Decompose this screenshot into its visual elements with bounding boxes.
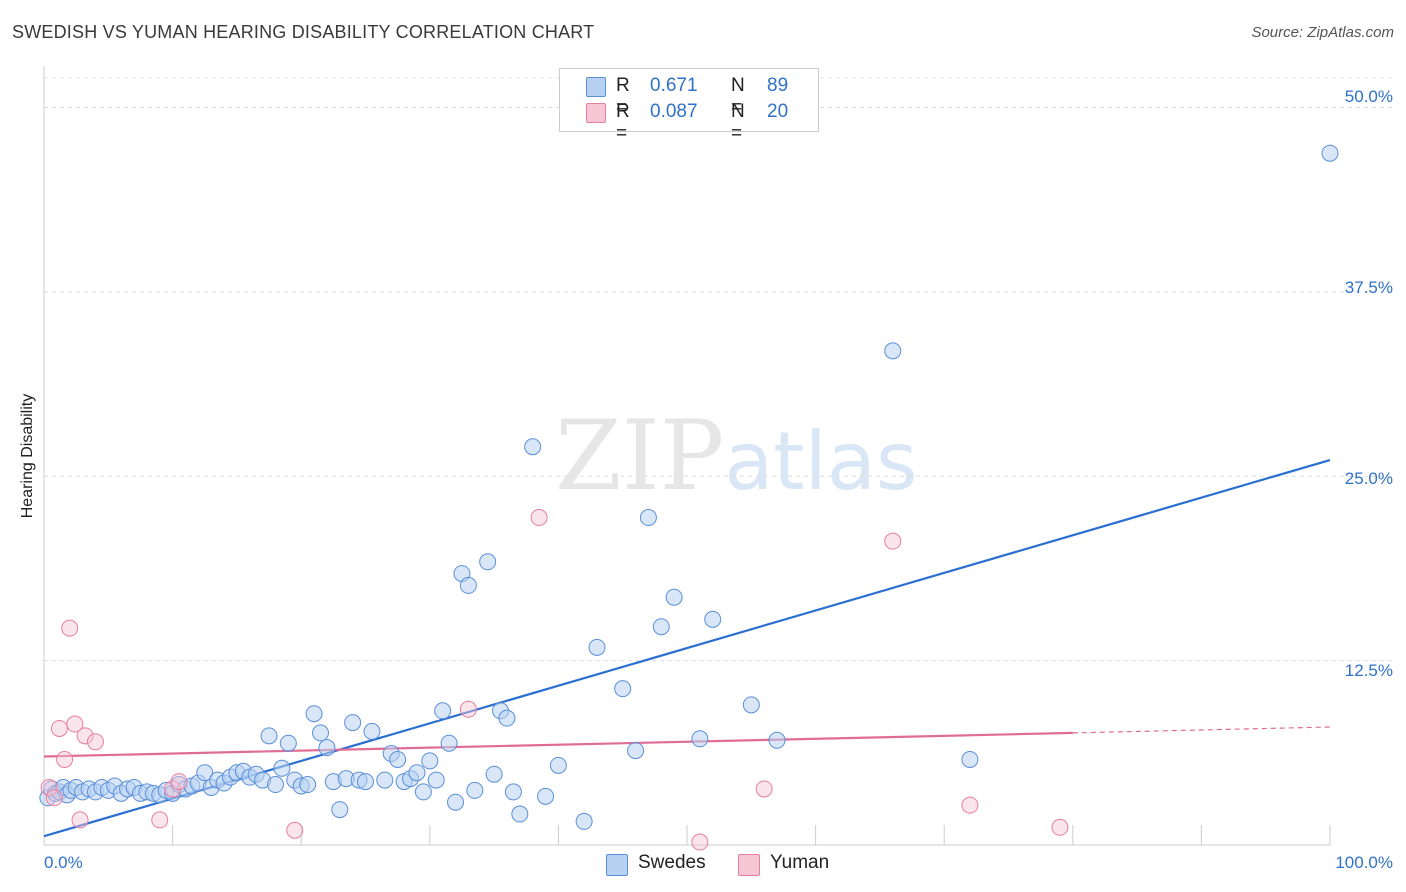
swedes-point [485, 765, 503, 783]
r-label: R = [616, 75, 630, 118]
watermark-atlas: atlas [724, 415, 918, 508]
swedes-point [299, 776, 317, 794]
yuman-trendline-extension [1072, 726, 1331, 734]
yuman-point [50, 719, 68, 737]
yuman-point [66, 715, 84, 733]
swedes-point [440, 734, 458, 752]
yuman-point [170, 773, 188, 791]
n-label: N = [731, 75, 745, 118]
swedes-point [466, 781, 484, 799]
watermark-zip: ZIP [555, 400, 725, 512]
source-label: Source: ZipAtlas.com [1251, 24, 1394, 41]
swedes-point [260, 727, 278, 745]
swedes-point [305, 705, 323, 723]
swedes-point [575, 812, 593, 830]
swedes-point [691, 730, 709, 748]
swedes-point [961, 750, 979, 768]
n-label: N = [731, 101, 745, 144]
y-tick-label: 12.5% [1344, 661, 1393, 680]
swedes-point [421, 752, 439, 770]
yuman-trendline [43, 731, 1073, 758]
swedes-point [884, 342, 902, 360]
r-label: R = [616, 101, 630, 144]
swedes-point [273, 759, 291, 777]
yuman-point [61, 619, 79, 637]
swedes-point [414, 783, 432, 801]
swedes-point [447, 793, 465, 811]
swedes-point [363, 722, 381, 740]
yuman-point [40, 778, 58, 796]
swedes-point [537, 787, 555, 805]
swedes-point [376, 771, 394, 789]
swedes-point [434, 702, 452, 720]
yuman-point [45, 789, 63, 807]
yuman-point [459, 700, 477, 718]
swedes-point [459, 576, 477, 594]
yuman-swatch [586, 103, 606, 123]
yuman-point [1051, 818, 1069, 836]
yuman-point [286, 821, 304, 839]
swedes-point [524, 438, 542, 456]
swedes-swatch [606, 854, 628, 876]
swedes-point [427, 771, 445, 789]
swedes-point [357, 773, 374, 791]
x-tick-label: 100.0% [1335, 853, 1393, 872]
yuman-point [151, 811, 169, 829]
swedes-point [498, 709, 516, 727]
yuman-point [884, 532, 902, 550]
yuman-point [71, 811, 89, 829]
yuman-point [76, 727, 94, 745]
swedes-point [389, 750, 407, 768]
swedes-point [742, 696, 760, 714]
yuman-swatch [738, 854, 760, 876]
swedes-point [279, 734, 297, 752]
legend-label-yuman: Yuman [770, 852, 830, 873]
swedes-point [639, 509, 657, 527]
swedes-point [408, 764, 426, 782]
swedes-point [588, 638, 606, 656]
watermark: ZIPatlas [555, 400, 918, 512]
x-tick-label: 0.0% [44, 853, 83, 872]
swedes-point [331, 801, 349, 819]
r-value-swedes: 0.671 [650, 75, 698, 96]
y-tick-label: 50.0% [1344, 87, 1393, 106]
stats-legend: R = 0.671 N = 89 R = 0.087 N = 20 [559, 68, 819, 144]
swedes-point [768, 731, 786, 749]
swedes-point [704, 610, 722, 628]
swedes-point [665, 588, 683, 606]
swedes-point [614, 680, 632, 698]
swedes-point [511, 805, 529, 823]
yuman-point [530, 509, 548, 527]
swedes-point [627, 742, 645, 760]
r-value-yuman: 0.087 [650, 101, 698, 122]
n-value-swedes: 89 [767, 75, 789, 96]
swedes-point [344, 714, 362, 732]
n-value-yuman: 20 [767, 101, 789, 122]
swedes-point [196, 764, 214, 782]
yuman-point [755, 780, 773, 798]
yuman-point [961, 796, 979, 814]
swedes-point [549, 756, 567, 774]
swedes-point [652, 618, 670, 636]
legend-label-swedes: Swedes [638, 852, 706, 873]
chart-title: SWEDISH VS YUMAN HEARING DISABILITY CORR… [12, 22, 595, 42]
swedes-point [266, 776, 284, 794]
yuman-point [86, 733, 104, 751]
swedes-point [504, 783, 522, 801]
swedes-point [479, 553, 497, 571]
swedes-point [311, 724, 329, 742]
swedes-point [318, 739, 336, 757]
yuman-point [56, 750, 74, 768]
y-tick-label: 25.0% [1344, 469, 1393, 488]
swedes-point [1321, 144, 1339, 162]
swedes-swatch [586, 77, 606, 97]
y-tick-label: 37.5% [1344, 278, 1393, 297]
yuman-point [691, 833, 709, 851]
